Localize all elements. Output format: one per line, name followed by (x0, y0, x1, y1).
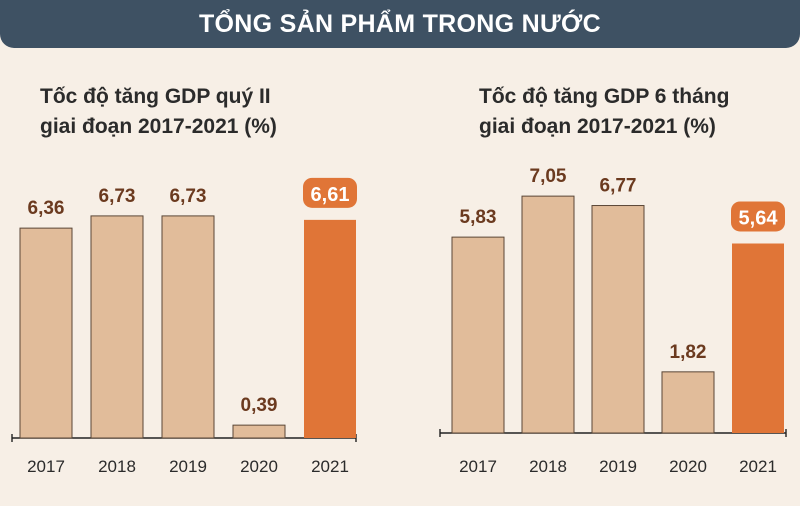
highlight-value-badge (303, 177, 357, 208)
banner-title: TỔNG SẢN PHẨM TRONG NƯỚC (198, 9, 602, 38)
x-tick-label: 2020 (669, 457, 707, 476)
x-tick-label: 2020 (240, 457, 278, 476)
chart-title-quarter-2: Tốc độ tăng GDP quý II giai đoạn 2017-20… (40, 82, 277, 142)
data-label: 6,73 (170, 186, 207, 207)
bar-2020 (661, 371, 715, 434)
bar-2020 (232, 424, 286, 439)
data-label: 1,82 (670, 342, 707, 363)
x-tick-label: 2021 (311, 457, 349, 476)
chart-title-line-1: Tốc độ tăng GDP quý II (40, 85, 271, 108)
x-tick-label: 2018 (529, 457, 567, 476)
data-label: 6,77 (600, 176, 637, 197)
x-tick-label: 2018 (98, 457, 136, 476)
x-tick-label: 2017 (459, 457, 497, 476)
chart-title-line-2: giai đoạn 2017-2021 (%) (479, 115, 716, 138)
bar-2021 (732, 243, 784, 433)
bar-2017 (19, 227, 73, 439)
data-label: 6,61 (311, 184, 350, 206)
data-label: 6,73 (99, 186, 136, 207)
bar-2017 (451, 236, 505, 434)
chart-title-6-months: Tốc độ tăng GDP 6 tháng giai đoạn 2017-2… (479, 82, 729, 142)
bar-2019 (591, 205, 645, 434)
data-label: 5,64 (739, 207, 779, 229)
bar-2021 (304, 219, 356, 438)
x-tick-label: 2019 (169, 457, 207, 476)
x-tick-label: 2019 (599, 457, 637, 476)
data-label: 5,83 (460, 207, 497, 228)
chart-title-line-1: Tốc độ tăng GDP 6 tháng (479, 85, 730, 108)
x-tick-label: 2021 (739, 457, 777, 476)
x-tick-label: 2017 (27, 457, 65, 476)
bar-2019 (161, 215, 215, 439)
bar-2018 (90, 215, 144, 439)
header-banner: TỔNG SẢN PHẨM TRONG NƯỚC (0, 0, 800, 48)
data-label: 7,05 (530, 166, 567, 187)
data-label: 0,39 (241, 395, 278, 416)
data-label: 6,36 (28, 198, 65, 219)
highlight-value-badge (731, 201, 785, 232)
chart-title-line-2: giai đoạn 2017-2021 (%) (40, 115, 277, 138)
bar-2018 (521, 195, 575, 434)
